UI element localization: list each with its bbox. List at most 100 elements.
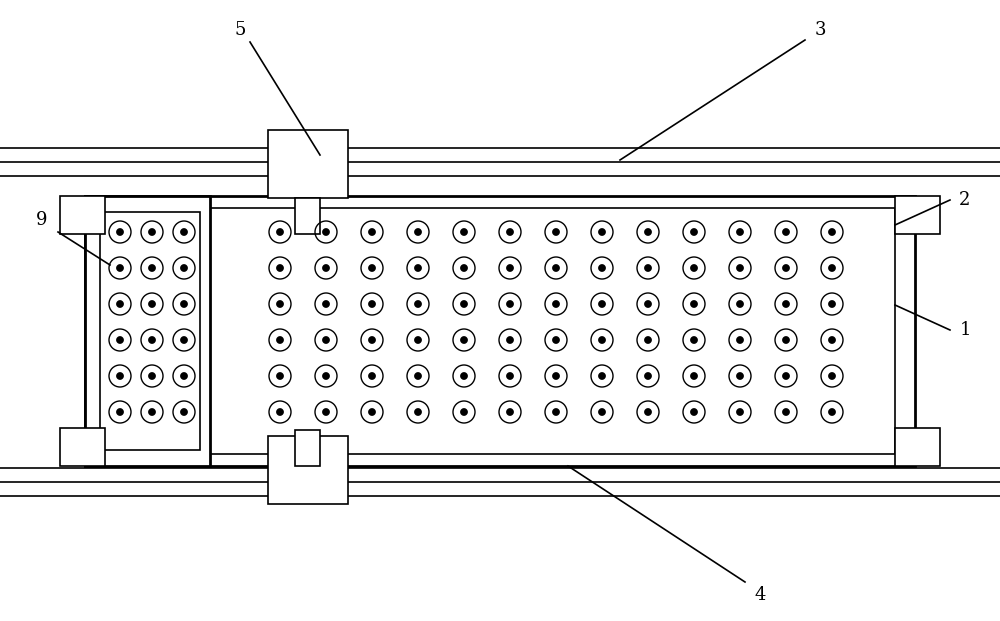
- Circle shape: [116, 373, 124, 379]
- Circle shape: [690, 409, 698, 415]
- Bar: [85, 196, 915, 466]
- Circle shape: [180, 229, 188, 235]
- Circle shape: [116, 229, 124, 235]
- Text: 4: 4: [754, 586, 766, 604]
- Bar: [100, 212, 200, 450]
- Circle shape: [276, 337, 284, 343]
- Circle shape: [598, 301, 606, 307]
- Circle shape: [644, 373, 652, 379]
- Circle shape: [180, 265, 188, 271]
- Bar: [85, 196, 210, 466]
- Circle shape: [276, 409, 284, 415]
- Circle shape: [148, 301, 156, 307]
- Bar: [60, 428, 105, 466]
- Circle shape: [460, 265, 468, 271]
- Circle shape: [415, 301, 422, 307]
- Circle shape: [828, 301, 836, 307]
- Circle shape: [828, 409, 836, 415]
- Circle shape: [148, 229, 156, 235]
- Circle shape: [415, 229, 422, 235]
- Circle shape: [552, 373, 560, 379]
- Circle shape: [598, 265, 606, 271]
- Circle shape: [782, 265, 790, 271]
- Circle shape: [322, 373, 330, 379]
- Circle shape: [276, 265, 284, 271]
- Text: 3: 3: [814, 21, 826, 39]
- Circle shape: [782, 229, 790, 235]
- Circle shape: [736, 409, 744, 415]
- Circle shape: [598, 229, 606, 235]
- Circle shape: [415, 373, 422, 379]
- Circle shape: [828, 265, 836, 271]
- Circle shape: [276, 229, 284, 235]
- Circle shape: [460, 373, 468, 379]
- Circle shape: [828, 337, 836, 343]
- Bar: [268, 130, 348, 198]
- Circle shape: [552, 229, 560, 235]
- Bar: [60, 196, 105, 234]
- Bar: [895, 196, 940, 234]
- Circle shape: [690, 337, 698, 343]
- Circle shape: [690, 229, 698, 235]
- Circle shape: [782, 409, 790, 415]
- Circle shape: [322, 409, 330, 415]
- Circle shape: [644, 301, 652, 307]
- Text: 5: 5: [234, 21, 246, 39]
- Circle shape: [644, 265, 652, 271]
- Bar: [105, 208, 895, 454]
- Circle shape: [148, 337, 156, 343]
- Circle shape: [736, 229, 744, 235]
- Circle shape: [148, 373, 156, 379]
- Circle shape: [507, 409, 514, 415]
- Circle shape: [736, 337, 744, 343]
- Circle shape: [644, 409, 652, 415]
- Circle shape: [507, 373, 514, 379]
- Circle shape: [276, 373, 284, 379]
- Circle shape: [460, 409, 468, 415]
- Bar: [268, 436, 348, 504]
- Circle shape: [552, 265, 560, 271]
- Circle shape: [180, 337, 188, 343]
- Circle shape: [322, 301, 330, 307]
- Circle shape: [415, 337, 422, 343]
- Circle shape: [736, 265, 744, 271]
- Circle shape: [368, 409, 376, 415]
- Text: 1: 1: [959, 321, 971, 339]
- Circle shape: [644, 337, 652, 343]
- Circle shape: [180, 409, 188, 415]
- Circle shape: [828, 229, 836, 235]
- Circle shape: [368, 265, 376, 271]
- Circle shape: [598, 373, 606, 379]
- Circle shape: [276, 301, 284, 307]
- Circle shape: [736, 301, 744, 307]
- Circle shape: [460, 229, 468, 235]
- Circle shape: [507, 265, 514, 271]
- Circle shape: [736, 373, 744, 379]
- Circle shape: [415, 265, 422, 271]
- Circle shape: [552, 301, 560, 307]
- Text: 2: 2: [959, 191, 971, 209]
- Circle shape: [368, 301, 376, 307]
- Bar: [295, 430, 320, 466]
- Circle shape: [368, 229, 376, 235]
- Circle shape: [460, 337, 468, 343]
- Circle shape: [415, 409, 422, 415]
- Circle shape: [507, 301, 514, 307]
- Circle shape: [690, 301, 698, 307]
- Circle shape: [322, 265, 330, 271]
- Circle shape: [368, 373, 376, 379]
- Circle shape: [507, 229, 514, 235]
- Circle shape: [180, 373, 188, 379]
- Bar: [295, 198, 320, 234]
- Circle shape: [782, 301, 790, 307]
- Circle shape: [598, 409, 606, 415]
- Circle shape: [690, 265, 698, 271]
- Circle shape: [116, 301, 124, 307]
- Circle shape: [148, 409, 156, 415]
- Circle shape: [116, 265, 124, 271]
- Circle shape: [180, 301, 188, 307]
- Circle shape: [644, 229, 652, 235]
- Circle shape: [782, 373, 790, 379]
- Circle shape: [507, 337, 514, 343]
- Bar: [895, 428, 940, 466]
